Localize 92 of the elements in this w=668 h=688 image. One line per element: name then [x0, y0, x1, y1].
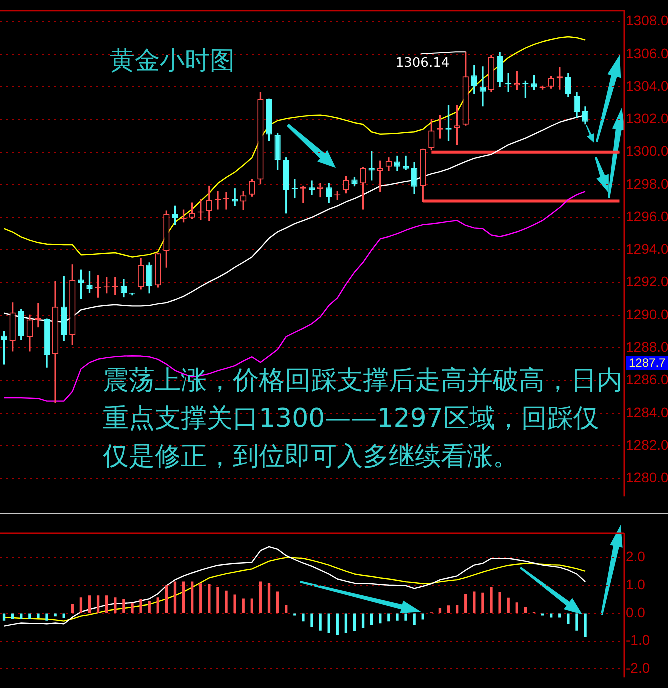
bar [328, 614, 330, 634]
bar [88, 596, 92, 614]
bar [200, 584, 202, 614]
bar [362, 614, 365, 628]
candlestick [480, 66, 486, 107]
y-tick-label: 1286.0 [626, 372, 668, 388]
candlestick [402, 156, 410, 170]
bar [20, 614, 23, 620]
bar [234, 594, 236, 614]
bar [28, 614, 32, 620]
bar [584, 614, 587, 638]
y-tick-label: 1300.0 [626, 143, 668, 160]
bar [285, 605, 288, 614]
bar [71, 604, 74, 614]
bar [62, 614, 66, 618]
candlestick [232, 188, 238, 207]
bar [413, 614, 416, 626]
bar [37, 614, 40, 618]
y-tick-label: 1282.0 [626, 436, 668, 453]
bar [336, 614, 339, 636]
bar [148, 601, 151, 614]
bar [2, 614, 6, 621]
bar [353, 614, 356, 632]
bar [106, 596, 108, 614]
bar [456, 605, 459, 614]
y-tick-label: 1294.0 [626, 241, 668, 258]
y-tick-label: 0.0 [626, 604, 646, 620]
text: 黄金小时图 [110, 45, 235, 77]
bar [498, 592, 502, 614]
bar [524, 607, 528, 614]
bar [96, 596, 100, 614]
bar [276, 592, 280, 614]
bar [558, 614, 562, 618]
bar [250, 598, 254, 614]
bar [268, 583, 271, 614]
bar [404, 614, 408, 621]
y-tick-label: 1306.0 [626, 45, 668, 62]
bar [165, 586, 168, 614]
y-tick-label: 2.0 [626, 548, 646, 565]
bar [156, 598, 160, 614]
bar [208, 584, 211, 614]
y-tick-label: 1304.0 [626, 78, 668, 94]
bar [242, 598, 245, 614]
bar [464, 594, 468, 614]
bar [550, 614, 553, 618]
bar [131, 603, 134, 614]
y-tick-label: 1290.0 [626, 306, 668, 322]
bar [344, 614, 348, 634]
y-tick-label: -2.0 [626, 660, 650, 676]
bar [507, 598, 510, 614]
y-tick-label: 1296.0 [626, 208, 668, 224]
y-tick-label: 1302.0 [626, 110, 668, 127]
bar [302, 614, 305, 622]
bar [438, 608, 442, 614]
bar [122, 600, 126, 614]
bar [422, 614, 424, 620]
y-tick-label: 1.0 [626, 576, 646, 593]
bar [379, 614, 382, 624]
bar [516, 602, 518, 614]
bar [473, 592, 476, 614]
y-tick-label: 1280.0 [626, 470, 668, 486]
bar [447, 606, 450, 614]
text: 1287.7 [626, 356, 668, 370]
annotation: 1306.14 [396, 56, 450, 72]
bar [482, 592, 484, 614]
bar [80, 598, 83, 614]
candlestick [223, 192, 230, 210]
y-tick-label: 1284.0 [626, 404, 668, 420]
y-tick-label: 1288.0 [626, 338, 668, 355]
bar [490, 588, 493, 614]
bar [182, 582, 186, 614]
y-tick-label: 1292.0 [626, 274, 668, 290]
bar [46, 614, 48, 621]
bar [370, 614, 374, 626]
y-tick-label: 1298.0 [626, 176, 668, 192]
bar [114, 598, 117, 614]
bar [310, 614, 314, 628]
bar [259, 582, 262, 614]
bar [174, 582, 177, 614]
y-tick-label: 1308.0 [626, 12, 668, 29]
bar [140, 600, 142, 614]
y-tick-label: -1.0 [626, 632, 650, 648]
bar [191, 582, 194, 614]
bar [396, 614, 399, 621]
bar [319, 614, 322, 631]
bar [216, 588, 220, 614]
bar [54, 614, 57, 617]
bar [576, 614, 578, 631]
bar [388, 614, 390, 622]
bar [567, 614, 570, 624]
bar [225, 590, 228, 614]
bar [11, 614, 14, 620]
